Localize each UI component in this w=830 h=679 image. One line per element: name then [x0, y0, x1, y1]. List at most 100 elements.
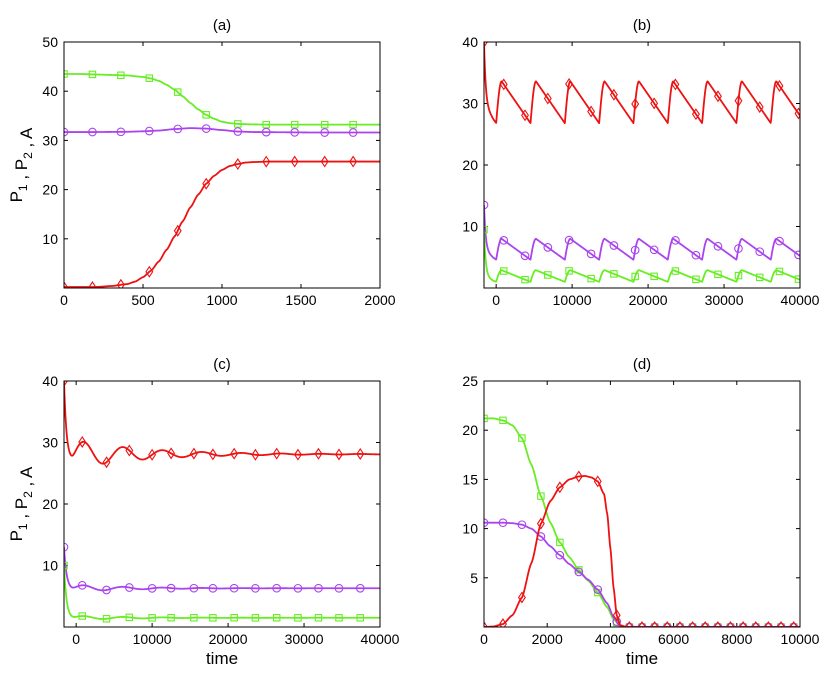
x-tick-label-c: 0	[72, 631, 80, 647]
marker-green-d	[518, 434, 526, 442]
y-tick-label-d: 5	[470, 570, 478, 586]
marker-purple-b	[755, 247, 765, 257]
marker-green-b	[631, 272, 639, 281]
x-tick-label-a: 2000	[364, 292, 395, 308]
marker-purple-c	[77, 580, 87, 590]
marker-red-b	[609, 88, 618, 101]
marker-green-c	[190, 613, 198, 622]
y-tick-label-c: 30	[42, 435, 58, 451]
marker-green-b	[587, 274, 595, 283]
x-tick-label-c: 40000	[361, 631, 400, 647]
marker-red-b	[734, 94, 743, 107]
marker-purple-a	[201, 124, 211, 133]
marker-red-d	[536, 517, 545, 530]
marker-red-c	[356, 447, 365, 460]
marker-red-b	[691, 108, 700, 121]
marker-green-b	[650, 272, 658, 281]
marker-green-b	[714, 270, 722, 279]
marker-red-a	[116, 278, 125, 288]
marker-green-a	[64, 70, 68, 78]
marker-green-c	[102, 615, 111, 623]
marker-red-a	[88, 281, 97, 288]
marker-red-b	[499, 78, 508, 91]
x-tick-label-c: 30000	[285, 631, 324, 647]
marker-purple-d	[675, 622, 685, 627]
x-tick-label-a: 0	[60, 292, 68, 308]
marker-green-b	[692, 275, 700, 284]
marker-purple-c	[147, 584, 157, 593]
chart-title-c: (c)	[213, 356, 231, 373]
marker-red-c	[251, 448, 260, 461]
subplot-b: (b) 0 10000 20000 30000 40000 10 20 30 40	[462, 17, 819, 308]
marker-purple-c	[355, 583, 365, 593]
marker-green-a	[117, 71, 125, 80]
marker-green-c	[209, 614, 217, 622]
x-tick-label-c: 10000	[133, 631, 172, 647]
marker-red-c	[189, 447, 198, 460]
x-axis-label-c: time	[206, 649, 238, 668]
marker-green-a	[349, 120, 357, 129]
y-tick-label-d: 10	[462, 521, 478, 537]
chart-title-a: (a)	[213, 17, 231, 34]
marker-purple-a	[116, 127, 126, 137]
marker-red-d	[675, 621, 684, 627]
plot-area-a	[63, 41, 381, 289]
marker-red-c	[167, 447, 176, 460]
marker-red-a	[64, 281, 68, 288]
marker-green-c	[335, 614, 343, 622]
marker-green-b	[671, 267, 680, 275]
marker-green-c	[167, 613, 175, 622]
marker-purple-b	[543, 243, 553, 252]
marker-green-a	[320, 120, 329, 129]
y-tick-label-a: 40	[42, 83, 58, 99]
marker-red-c	[335, 448, 343, 461]
marker-purple-a	[88, 127, 97, 137]
marker-red-d	[638, 621, 646, 627]
marker-red-c	[125, 444, 134, 457]
marker-red-b	[587, 105, 596, 118]
x-tick-label-b: 20000	[629, 292, 668, 308]
marker-purple-d	[751, 622, 761, 627]
marker-red-d	[751, 621, 760, 627]
marker-red-b	[543, 92, 552, 105]
marker-red-a	[290, 155, 299, 168]
series-line-purple-b	[484, 204, 800, 261]
y-tick-label-b: 30	[462, 96, 478, 112]
series-line-green-b	[484, 229, 800, 283]
marker-green-c	[314, 614, 323, 622]
marker-purple-a	[233, 127, 243, 136]
subplot-a: (a) 0 500 1000 1500 2000 10 20 30 40 50 P1 , P2 , A	[7, 17, 396, 308]
marker-purple-c	[102, 585, 111, 595]
marker-purple-d	[738, 622, 748, 627]
y-tick-label-c: 20	[42, 496, 58, 512]
marker-red-d	[726, 621, 735, 627]
marker-red-b	[671, 78, 680, 91]
marker-purple-b	[775, 236, 784, 246]
marker-purple-d	[688, 622, 697, 627]
marker-purple-d	[555, 550, 565, 560]
series-line-purple-c	[64, 546, 380, 592]
marker-red-d	[517, 591, 526, 604]
marker-red-d	[739, 621, 748, 627]
marker-red-b	[794, 107, 800, 120]
marker-red-a	[320, 155, 329, 168]
marker-red-a	[145, 265, 154, 278]
marker-green-c	[125, 613, 134, 622]
marker-red-d	[764, 621, 773, 627]
marker-purple-c	[229, 583, 239, 593]
series-line-red-d	[484, 475, 800, 627]
marker-green-c	[148, 614, 156, 622]
marker-purple-c	[314, 583, 323, 593]
marker-green-a	[145, 74, 154, 82]
marker-purple-c	[251, 583, 260, 593]
marker-red-a	[202, 177, 211, 190]
y-tick-label-b: 40	[462, 34, 478, 50]
x-tick-label-d: 0	[480, 631, 488, 647]
y-tick-label-a: 20	[42, 182, 58, 198]
marker-red-d	[612, 609, 621, 622]
marker-red-b	[755, 101, 764, 114]
marker-green-a	[88, 70, 97, 79]
marker-red-d	[574, 470, 583, 483]
y-tick-label-a: 10	[42, 231, 58, 247]
